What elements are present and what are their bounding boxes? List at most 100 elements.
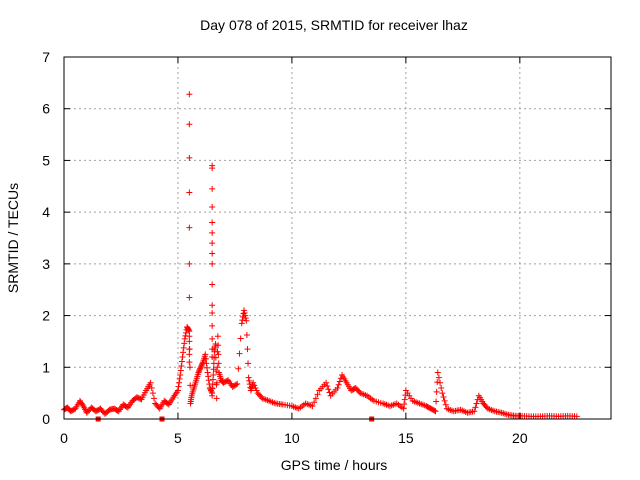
x-tick-label: 15 [398, 430, 414, 446]
data-point-interp [154, 403, 161, 410]
data-point-interp [180, 344, 187, 351]
data-point-interp [335, 381, 342, 388]
data-point-interp [213, 368, 220, 375]
data-point-interp [440, 394, 447, 401]
y-tick-label: 0 [42, 411, 50, 427]
data-point-interp [369, 396, 376, 403]
data-point [186, 121, 193, 128]
data-point [181, 335, 188, 342]
data-point-interp [324, 383, 331, 390]
data-point-interp [311, 399, 318, 406]
data-point-interp [213, 379, 220, 386]
data-point-interp [246, 377, 253, 384]
data-point-interp [233, 381, 240, 388]
data-point-interp [169, 396, 176, 403]
data-point-interp [131, 396, 138, 403]
data-point-interp [257, 392, 264, 399]
data-point-interp [252, 384, 259, 391]
data-point-interp [178, 362, 185, 369]
data-point [186, 224, 193, 231]
data-point-interp [332, 386, 339, 393]
data-point [209, 322, 216, 329]
data-point-interp [201, 353, 208, 360]
data-point-interp [398, 404, 405, 411]
data-point-interp [215, 342, 222, 349]
data-point-interp [208, 388, 215, 395]
data-point-interp [182, 329, 189, 336]
data-point-interp [245, 360, 252, 367]
data-point-interp [242, 315, 249, 322]
data-point [213, 395, 220, 402]
y-tick-label: 1 [42, 359, 50, 375]
data-point-interp [66, 406, 73, 413]
data-point-interp [336, 378, 343, 385]
data-point-interp [210, 376, 217, 383]
data-point [209, 229, 216, 236]
data-point-interp [141, 389, 148, 396]
y-tick-label: 7 [42, 49, 50, 65]
data-point-interp [392, 401, 399, 408]
y-tick-label: 6 [42, 101, 50, 117]
data-point [177, 372, 184, 379]
data-point-interp [198, 361, 205, 368]
data-point [186, 338, 193, 345]
data-point [186, 260, 193, 267]
data-point [209, 260, 216, 267]
data-point-interp [187, 382, 194, 389]
data-point-interp [215, 351, 222, 358]
data-point-interp [180, 349, 187, 356]
data-point-interp [421, 402, 428, 409]
data-point-interp [151, 395, 158, 402]
y-tick-label: 4 [42, 204, 50, 220]
data-point-interp [239, 317, 246, 324]
data-point-interp [503, 411, 510, 418]
x-tick-label: 20 [512, 430, 528, 446]
data-point-interp [435, 374, 442, 381]
data-point [209, 240, 216, 247]
data-point [204, 369, 211, 376]
data-point-interp [148, 384, 155, 391]
data-point-interp [214, 348, 221, 355]
data-point-interp [181, 340, 188, 347]
data-point-interp [307, 402, 314, 409]
data-point-interp [185, 327, 192, 334]
x-tick-label: 0 [60, 430, 68, 446]
data-point [186, 154, 193, 161]
x-tick-label: 5 [174, 430, 182, 446]
data-point-interp [176, 375, 183, 382]
data-point-interp [438, 384, 445, 391]
data-point-interp [215, 360, 222, 367]
x-axis-label: GPS time / hours [281, 457, 388, 473]
data-point [209, 392, 216, 399]
data-point [186, 189, 193, 196]
data-point-interp [205, 373, 212, 380]
data-point-interp [178, 358, 185, 365]
data-point-interp [202, 355, 209, 362]
data-point [243, 317, 250, 324]
data-point-interp [218, 377, 225, 384]
data-point-interp [236, 350, 243, 357]
data-point [209, 335, 216, 342]
data-point-interp [355, 387, 362, 394]
data-point-interp [197, 365, 204, 372]
data-point-interp [425, 404, 432, 411]
data-point-interp [214, 364, 221, 371]
data-point [209, 165, 216, 172]
data-point-interp [490, 407, 497, 414]
data-point-interp [294, 405, 301, 412]
data-point [209, 219, 216, 226]
data-point-interp [104, 408, 111, 415]
data-point-interp [472, 404, 479, 411]
data-point-interp [237, 335, 244, 342]
data-point [214, 333, 221, 340]
data-point-interp [186, 364, 193, 371]
data-point-interp [173, 389, 180, 396]
data-point-interp [188, 394, 195, 401]
chart-title: Day 078 of 2015, SRMTID for receiver lha… [200, 17, 468, 33]
data-point-interp [241, 309, 248, 316]
data-point-interp [325, 386, 332, 393]
data-point-interp [441, 397, 448, 404]
data-point-interp [326, 389, 333, 396]
